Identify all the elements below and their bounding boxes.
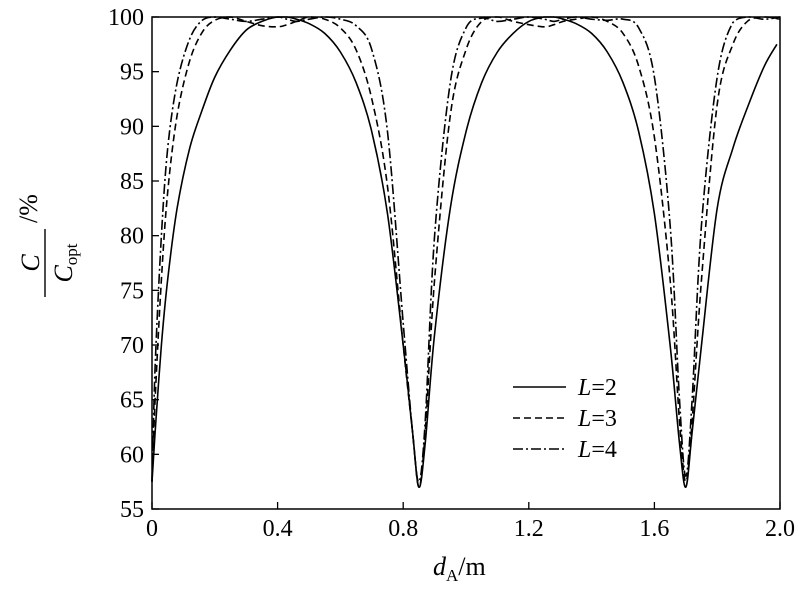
y-tick-label: 70 [120, 333, 144, 359]
x-tick-label: 1.6 [639, 516, 669, 542]
legend: L=2 L=3 L=4 [513, 375, 617, 463]
y-tick-label: 95 [120, 60, 144, 86]
y-tick-label: 85 [120, 169, 144, 195]
y-tick-label: 60 [120, 442, 144, 468]
legend-label-l2: L=2 [577, 375, 617, 401]
ticks-layer: 55 60 65 70 75 80 85 90 95 100 0 0.4 0.8 1.2 1.6 2.0 [108, 5, 795, 542]
legend-label-l3: L=3 [577, 406, 617, 432]
y-tick-label: 65 [120, 388, 144, 414]
y-axis-label: C Copt /% [14, 194, 81, 297]
x-axis-label: dA/m [433, 552, 486, 585]
x-tick-label: 2.0 [765, 516, 795, 542]
x-tick-label: 0.4 [263, 516, 293, 542]
plot-frame [151, 16, 781, 510]
x-tick-label: 1.2 [514, 516, 544, 542]
legend-label-l4: L=4 [577, 437, 617, 463]
y-axis-label-numerator: C [16, 254, 45, 272]
y-tick-label: 55 [120, 497, 144, 523]
y-tick-label: 75 [120, 278, 144, 304]
y-tick-label: 90 [120, 114, 144, 140]
y-axis-label-denominator: Copt [49, 243, 81, 282]
series-line-l2 [151, 16, 778, 488]
series-line-l4 [151, 16, 781, 483]
y-tick-label: 80 [120, 224, 144, 250]
y-axis-label-unit: /% [14, 194, 43, 223]
x-tick-label: 0 [146, 516, 158, 542]
x-tick-label: 0.8 [388, 516, 418, 542]
y-tick-label: 100 [108, 5, 144, 31]
